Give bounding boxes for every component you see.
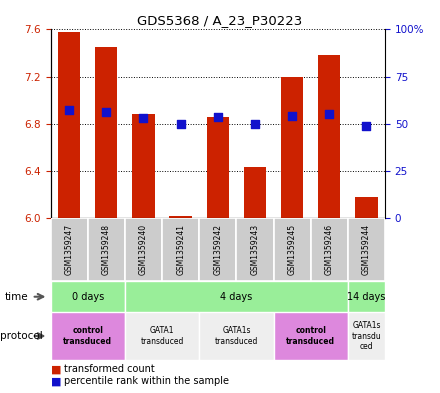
Bar: [348, 281, 385, 312]
Text: GSM1359244: GSM1359244: [362, 224, 371, 275]
Bar: [281, 77, 303, 218]
Text: ■: ■: [51, 364, 61, 375]
Text: GATA1
transduced: GATA1 transduced: [140, 326, 184, 346]
Text: GSM1359243: GSM1359243: [250, 224, 260, 275]
Bar: [125, 281, 348, 312]
Bar: [88, 218, 125, 281]
Bar: [199, 218, 236, 281]
Bar: [51, 281, 125, 312]
Text: GSM1359245: GSM1359245: [288, 224, 297, 275]
Bar: [199, 312, 274, 360]
Bar: [132, 114, 154, 218]
Bar: [58, 32, 81, 218]
Text: GSM1359247: GSM1359247: [65, 224, 73, 275]
Bar: [236, 218, 274, 281]
Bar: [125, 218, 162, 281]
Bar: [274, 218, 311, 281]
Point: [103, 109, 110, 115]
Point: [214, 114, 221, 120]
Point: [363, 123, 370, 129]
Text: GSM1359242: GSM1359242: [213, 224, 222, 275]
Bar: [274, 312, 348, 360]
Text: 4 days: 4 days: [220, 292, 253, 302]
Bar: [318, 55, 341, 218]
Text: percentile rank within the sample: percentile rank within the sample: [64, 376, 229, 386]
Text: 14 days: 14 days: [347, 292, 385, 302]
Bar: [95, 47, 117, 218]
Text: 0 days: 0 days: [72, 292, 104, 302]
Bar: [125, 312, 199, 360]
Text: GDS5368 / A_23_P30223: GDS5368 / A_23_P30223: [137, 14, 303, 27]
Text: transformed count: transformed count: [64, 364, 154, 375]
Text: ■: ■: [51, 376, 61, 386]
Point: [140, 115, 147, 121]
Text: control
transduced: control transduced: [63, 326, 112, 346]
Point: [251, 121, 258, 127]
Point: [177, 121, 184, 127]
Bar: [244, 167, 266, 218]
Text: GATA1s
transduced: GATA1s transduced: [215, 326, 258, 346]
Bar: [51, 312, 125, 360]
Text: time: time: [4, 292, 28, 302]
Point: [66, 107, 73, 113]
Bar: [207, 117, 229, 218]
Bar: [162, 218, 199, 281]
Text: GSM1359241: GSM1359241: [176, 224, 185, 275]
Point: [289, 112, 296, 119]
Bar: [348, 312, 385, 360]
Text: protocol: protocol: [0, 331, 43, 341]
Bar: [348, 218, 385, 281]
Text: control
transduced: control transduced: [286, 326, 335, 346]
Text: GSM1359248: GSM1359248: [102, 224, 111, 275]
Text: GATA1s
transdu
ced: GATA1s transdu ced: [352, 321, 381, 351]
Bar: [355, 197, 378, 218]
Bar: [51, 218, 88, 281]
Bar: [169, 216, 192, 218]
Text: GSM1359246: GSM1359246: [325, 224, 334, 275]
Text: GSM1359240: GSM1359240: [139, 224, 148, 275]
Bar: [311, 218, 348, 281]
Point: [326, 111, 333, 118]
